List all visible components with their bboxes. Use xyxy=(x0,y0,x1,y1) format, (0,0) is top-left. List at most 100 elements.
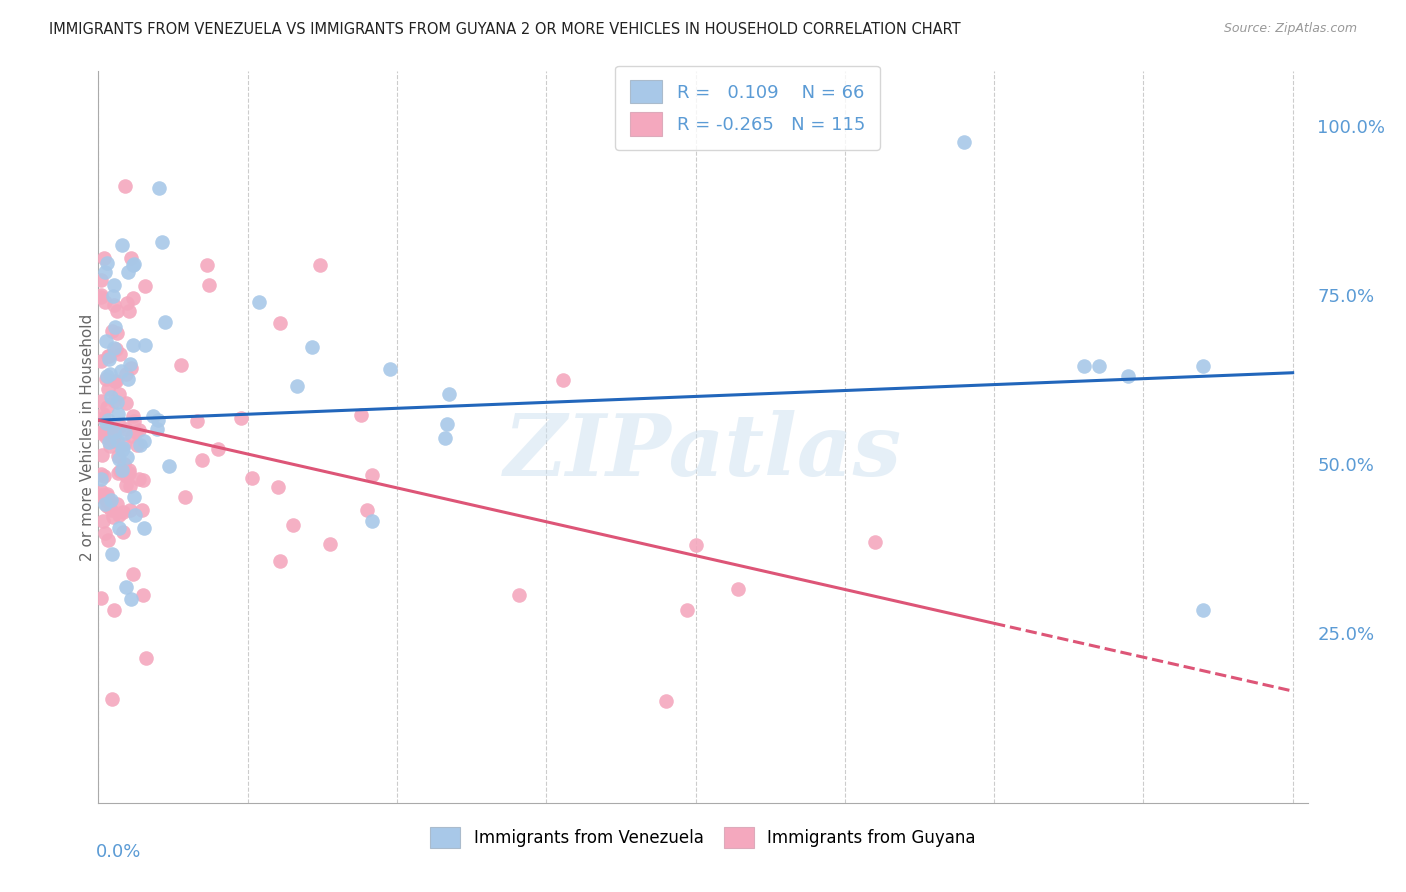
Point xyxy=(107,521,129,535)
Point xyxy=(107,387,129,401)
Point xyxy=(111,442,134,456)
Point xyxy=(122,338,145,352)
Point xyxy=(301,340,323,354)
Point xyxy=(134,278,156,293)
Point xyxy=(104,343,127,357)
Point xyxy=(122,409,145,423)
Point xyxy=(240,471,263,485)
Point xyxy=(207,442,229,456)
Point xyxy=(120,592,142,607)
Point xyxy=(114,368,136,382)
Point xyxy=(90,394,112,409)
Point xyxy=(111,525,134,540)
Point xyxy=(146,413,169,427)
Point xyxy=(103,298,125,312)
Point xyxy=(90,484,112,499)
Point xyxy=(111,505,134,519)
Point xyxy=(122,257,145,271)
Point xyxy=(128,472,150,486)
Point xyxy=(94,430,117,444)
Point xyxy=(125,425,148,440)
Point xyxy=(103,429,125,443)
Point xyxy=(104,320,127,334)
Point xyxy=(1192,359,1215,373)
Point xyxy=(90,467,112,481)
Point xyxy=(96,494,118,508)
Point xyxy=(124,508,146,522)
Point xyxy=(508,588,530,602)
Point xyxy=(103,278,125,293)
Point xyxy=(197,258,219,272)
Point xyxy=(112,457,135,471)
Point xyxy=(103,341,125,355)
Point xyxy=(727,582,749,596)
Point xyxy=(94,525,117,540)
Point xyxy=(107,508,129,522)
Point xyxy=(436,417,458,432)
Point xyxy=(114,395,136,409)
Point xyxy=(114,425,136,440)
Point xyxy=(132,521,155,535)
Point xyxy=(350,409,373,423)
Point xyxy=(553,373,575,387)
Text: ZIPatlas: ZIPatlas xyxy=(503,410,903,493)
Point xyxy=(93,295,115,310)
Point xyxy=(90,448,112,462)
Point xyxy=(104,375,127,389)
Point xyxy=(120,357,142,371)
Point xyxy=(96,256,118,270)
Point xyxy=(98,439,121,453)
Point xyxy=(229,411,252,425)
Text: 0.0%: 0.0% xyxy=(96,843,141,861)
Point xyxy=(97,349,120,363)
Point xyxy=(91,514,114,528)
Y-axis label: 2 or more Vehicles in Household: 2 or more Vehicles in Household xyxy=(80,313,94,561)
Point xyxy=(142,409,165,424)
Point xyxy=(96,499,118,513)
Point xyxy=(1073,359,1095,373)
Point xyxy=(121,258,143,272)
Point xyxy=(191,452,214,467)
Point xyxy=(121,429,143,443)
Point xyxy=(115,478,138,492)
Point xyxy=(281,518,304,533)
Point xyxy=(361,468,384,483)
Point xyxy=(118,466,141,480)
Point xyxy=(108,464,131,478)
Point xyxy=(953,136,976,150)
Point xyxy=(103,434,125,449)
Point xyxy=(90,288,112,302)
Point xyxy=(285,378,308,392)
Point xyxy=(127,438,149,452)
Point xyxy=(96,487,118,501)
Point xyxy=(90,425,112,439)
Point xyxy=(93,491,115,505)
Point xyxy=(267,480,290,494)
Point xyxy=(134,434,156,448)
Point xyxy=(98,435,121,450)
Point xyxy=(676,603,699,617)
Point xyxy=(105,304,128,318)
Point xyxy=(120,251,142,265)
Point xyxy=(103,394,125,409)
Point xyxy=(174,490,197,504)
Point xyxy=(111,442,134,457)
Point xyxy=(100,502,122,516)
Point xyxy=(90,273,112,287)
Point xyxy=(117,450,139,464)
Text: IMMIGRANTS FROM VENEZUELA VS IMMIGRANTS FROM GUYANA 2 OR MORE VEHICLES IN HOUSEH: IMMIGRANTS FROM VENEZUELA VS IMMIGRANTS … xyxy=(49,22,960,37)
Point xyxy=(118,503,141,517)
Point xyxy=(114,580,136,594)
Point xyxy=(105,394,128,409)
Point xyxy=(114,179,136,194)
Point xyxy=(90,591,112,606)
Point xyxy=(117,372,139,386)
Point xyxy=(319,536,342,550)
Point xyxy=(198,277,221,292)
Point xyxy=(100,390,122,404)
Point xyxy=(107,466,129,480)
Point xyxy=(103,424,125,438)
Point xyxy=(685,538,707,552)
Point xyxy=(1192,603,1215,617)
Point xyxy=(247,294,270,309)
